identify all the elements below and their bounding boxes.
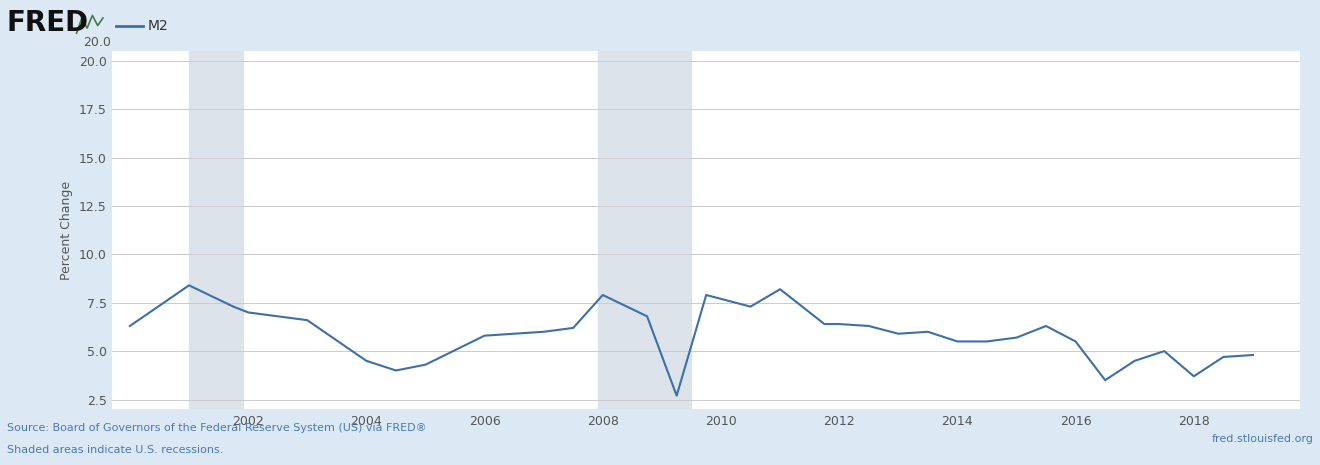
Text: 20.0: 20.0 [83, 36, 111, 49]
Text: Shaded areas indicate U.S. recessions.: Shaded areas indicate U.S. recessions. [7, 445, 223, 456]
Text: Source: Board of Governors of the Federal Reserve System (US) via FRED®: Source: Board of Governors of the Federa… [7, 423, 426, 433]
Text: FRED: FRED [7, 9, 88, 37]
Text: M2: M2 [148, 19, 169, 33]
Text: fred.stlouisfed.org: fred.stlouisfed.org [1212, 434, 1313, 445]
Bar [598, 51, 692, 409]
Bar [189, 51, 243, 409]
Y-axis label: Percent Change: Percent Change [61, 180, 73, 280]
